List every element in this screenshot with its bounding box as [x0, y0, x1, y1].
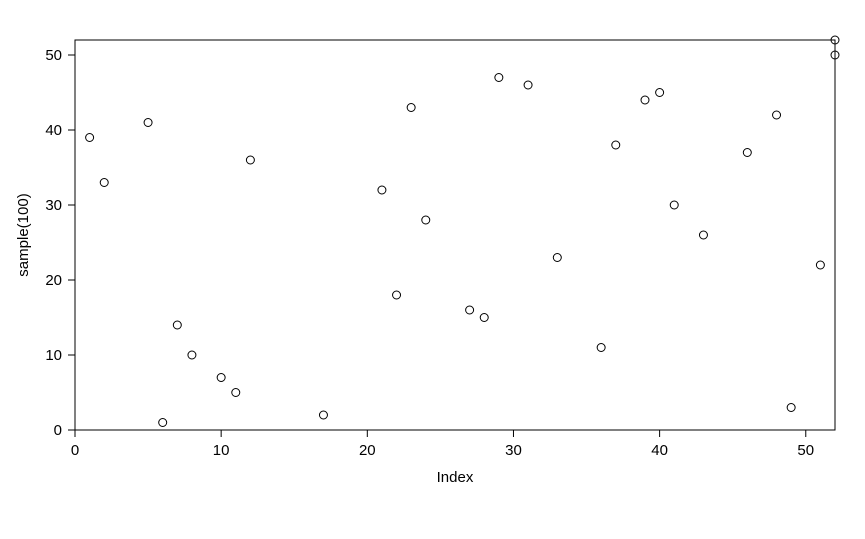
x-tick-label: 10 — [213, 442, 230, 459]
y-tick-label: 20 — [45, 272, 62, 289]
y-axis-label: sample(100) — [15, 193, 32, 276]
x-tick-label: 20 — [359, 442, 376, 459]
y-tick-label: 50 — [45, 47, 62, 64]
y-tick-label: 0 — [54, 422, 62, 439]
x-tick-label: 50 — [797, 442, 814, 459]
y-tick-label: 40 — [45, 122, 62, 139]
y-tick-label: 10 — [45, 347, 62, 364]
x-tick-label: 30 — [505, 442, 522, 459]
x-tick-label: 0 — [71, 442, 79, 459]
chart-svg: 0 10 20 30 40 50 0 10 20 30 40 50 Index sample(100) — [0, 0, 865, 539]
x-tick-label: 40 — [651, 442, 668, 459]
x-axis-label: Index — [437, 469, 474, 486]
scatter-chart: 0 10 20 30 40 50 0 10 20 30 40 50 Index sample(100) — [0, 0, 865, 539]
y-tick-label: 30 — [45, 197, 62, 214]
